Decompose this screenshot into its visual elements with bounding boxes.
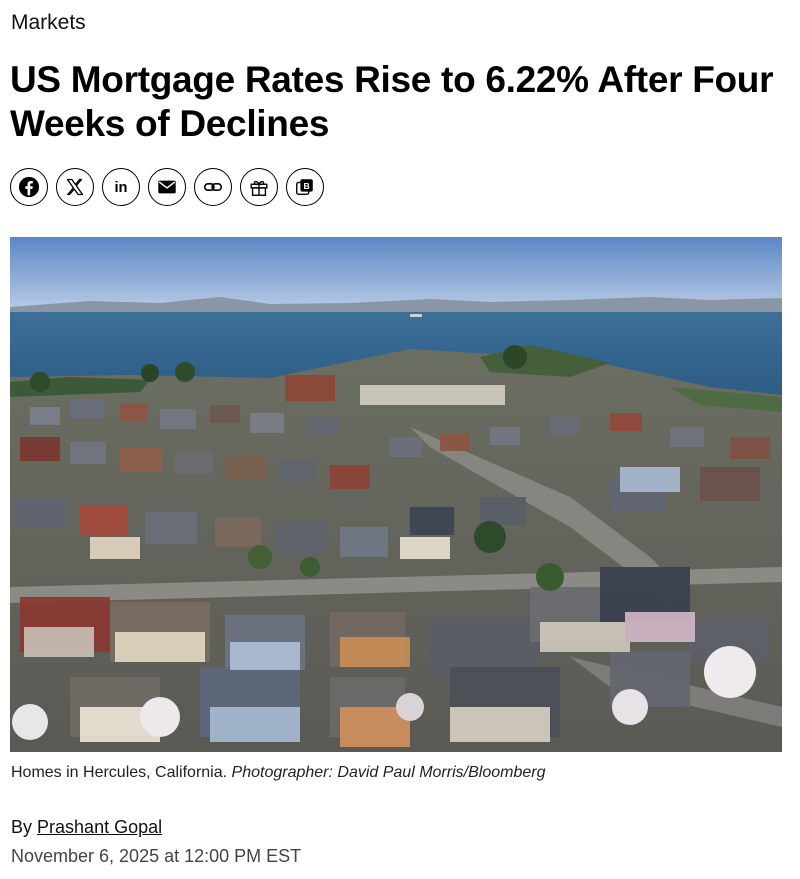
hero-photo: [10, 237, 782, 752]
copy-link-button[interactable]: [194, 168, 232, 206]
trees: [12, 345, 756, 740]
svg-text:in: in: [114, 180, 127, 196]
x-icon: [66, 178, 84, 196]
caption-text: Homes in Hercules, California.: [11, 764, 228, 781]
bloomberg-terminal-icon: B: [296, 179, 313, 196]
byline: By Prashant Gopal: [11, 817, 162, 838]
share-bar: in B: [10, 168, 324, 206]
linkedin-icon: in: [114, 180, 127, 196]
facebook-icon: [18, 176, 40, 198]
share-email-button[interactable]: [148, 168, 186, 206]
house-walls: [24, 467, 695, 747]
headline: US Mortgage Rates Rise to 6.22% After Fo…: [10, 59, 774, 144]
terminal-share-button[interactable]: B: [286, 168, 324, 206]
byline-prefix: By: [11, 817, 33, 837]
link-icon: [203, 183, 223, 191]
share-x-button[interactable]: [56, 168, 94, 206]
photo-credit: Photographer: David Paul Morris/Bloomber…: [231, 764, 546, 781]
email-icon: [158, 180, 176, 194]
share-facebook-button[interactable]: [10, 168, 48, 206]
share-linkedin-button[interactable]: in: [102, 168, 140, 206]
gift-icon: [250, 180, 268, 196]
gift-article-button[interactable]: [240, 168, 278, 206]
publish-timestamp: November 6, 2025 at 12:00 PM EST: [11, 846, 302, 866]
author-link[interactable]: Prashant Gopal: [37, 817, 163, 837]
aerial-neighborhood-photo: [10, 237, 782, 752]
photo-caption: Homes in Hercules, California. Photograp…: [11, 764, 545, 782]
svg-text:B: B: [303, 181, 309, 191]
section-link[interactable]: Markets: [11, 11, 86, 34]
